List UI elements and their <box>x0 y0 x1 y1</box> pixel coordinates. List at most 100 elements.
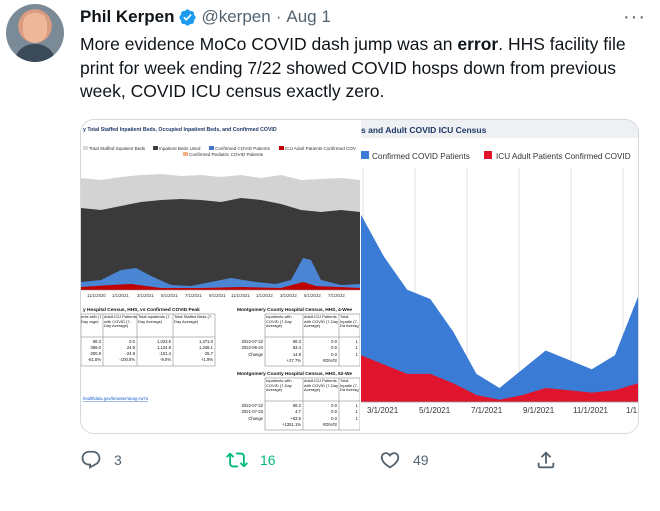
right-x-tick: 3/1/2021 <box>367 406 399 415</box>
right-x-tick: 9/1/2021 <box>523 406 555 415</box>
table2-header: Adult ICU Patients with COVID (7-Day Ave… <box>304 315 339 329</box>
table1-title: y Hospital Census, HHS, vs Confirmed COV… <box>83 307 200 313</box>
left-x-tick: 3/1/2022 <box>280 293 297 298</box>
source-link[interactable]: healthdata.gov/browser/anag-cw7u <box>83 396 149 401</box>
left-legend-item: Confirmed COVID Patients <box>215 146 271 151</box>
left-x-tick: 5/1/2021 <box>161 293 178 298</box>
left-x-tick: 5/1/2022 <box>304 293 321 298</box>
tweet-text-bold: error <box>457 34 499 54</box>
legend-label-icu: ICU Adult Patients Confirmed COVID <box>496 152 631 161</box>
table1-cell: -24.9 <box>125 351 135 356</box>
share-button[interactable] <box>535 449 557 471</box>
table2-cell: 1 <box>356 339 359 344</box>
avatar-shirt <box>14 44 56 62</box>
table1-cell: -9.0% <box>160 357 171 362</box>
table1-header: ents with (7-Day rage) <box>81 315 103 324</box>
table3-cell: 0.0 <box>331 416 337 421</box>
table1-cell: +1.9% <box>201 357 213 362</box>
table3-cell: Change <box>248 416 263 421</box>
inpatient-beds-used-area <box>81 198 360 290</box>
table1-cell: 1,023.5 <box>157 339 172 344</box>
table1-cell: 1,124.8 <box>157 345 172 350</box>
retweet-icon <box>226 449 248 471</box>
table1-cell: 369.0 <box>91 345 102 350</box>
table3-cell: #DIV/0! <box>323 422 337 427</box>
like-button[interactable]: 49 <box>379 449 429 471</box>
legend-swatch-confirmed <box>361 151 369 159</box>
table1-cell: 24.9 <box>127 345 136 350</box>
icu-covid-area <box>81 282 360 290</box>
left-x-tick: 1/1/2021 <box>112 293 129 298</box>
tweet-actions: 3 16 49 <box>80 449 560 473</box>
retweet-count: 16 <box>260 452 276 468</box>
media-image-right[interactable]: s and Adult COVID ICU Census Confirmed C… <box>361 120 638 433</box>
right-x-tick: 5/1/2021 <box>419 406 451 415</box>
author-name[interactable]: Phil Kerpen <box>80 7 175 26</box>
census-table-3: Montgomery County Hospital Census, HHS, … <box>237 371 360 431</box>
census-table-1: y Hospital Census, HHS, vs Confirmed COV… <box>81 307 216 367</box>
more-icon[interactable]: ··· <box>623 6 646 28</box>
tweet-media[interactable]: y Total Staffed Inpatient Beds, Occupied… <box>80 119 639 434</box>
separator-dot: · <box>275 7 282 26</box>
table3-header: Total Inpatie (7-Da Averag <box>340 379 359 393</box>
heart-icon <box>379 449 401 471</box>
left-x-tick: 7/1/2022 <box>328 293 345 298</box>
table2-cell: 0.0 <box>331 352 337 357</box>
left-legend-item: Inpatient Beds Used <box>159 146 201 151</box>
verified-badge-icon <box>178 8 197 27</box>
table3-cell: 4.7 <box>295 409 301 414</box>
table1-cell: 68.3 <box>93 339 102 344</box>
table2-cell: 1 <box>356 352 359 357</box>
table3-header: Inpatients with COVID (7-Day Average) <box>266 379 292 393</box>
icu-covid-area <box>361 355 638 402</box>
media-image-left[interactable]: y Total Staffed Inpatient Beds, Occupied… <box>81 120 360 433</box>
table2-cell: 2022-07-22 <box>242 339 264 344</box>
left-chart-title: y Total Staffed Inpatient Beds, Occupied… <box>83 127 277 133</box>
table1-cell: 0.0 <box>129 339 135 344</box>
left-x-tick: 9/1/2021 <box>209 293 226 298</box>
right-x-ticks: 3/1/2021 5/1/2021 7/1/2021 9/1/2021 11/1… <box>367 406 638 415</box>
table3-cell: 0.0 <box>331 403 337 408</box>
share-icon <box>535 449 557 471</box>
table2-cell: 68.3 <box>293 339 302 344</box>
tweet-date[interactable]: Aug 1 <box>286 7 331 26</box>
table2-cell: 2022-06-24 <box>242 345 264 350</box>
table3-cell: 1 <box>356 409 359 414</box>
census-table-2: Montgomery County Hospital Census, HHS, … <box>237 307 360 367</box>
table3-cell: 1 <box>356 416 359 421</box>
table2-cell: Change <box>248 352 263 357</box>
table2-cell: +27.7% <box>287 358 302 363</box>
table3-title: Montgomery County Hospital Census, HHS, … <box>237 371 352 377</box>
table3-header: Adult ICU Patients with COVID (7-Day Ave… <box>304 379 339 393</box>
table2-cell: 1 <box>356 345 359 350</box>
table1-cell: -300.9 <box>89 351 102 356</box>
table3-cell: 0.0 <box>331 409 337 414</box>
left-legend-item: Total Staffed Inpatient Beds <box>89 146 146 151</box>
left-x-tick: 3/1/2021 <box>137 293 154 298</box>
legend-swatch-icu <box>484 151 492 159</box>
reply-button[interactable]: 3 <box>80 449 122 471</box>
author-handle[interactable]: @kerpen <box>201 7 271 26</box>
right-legend: Confirmed COVID Patients ICU Adult Patie… <box>361 151 631 161</box>
left-x-tick: 1/1/2022 <box>256 293 273 298</box>
tweet-header: Phil Kerpen @kerpen · Aug 1 <box>80 6 650 28</box>
table2-cell: #DIV/0! <box>323 358 337 363</box>
like-count: 49 <box>413 452 429 468</box>
right-x-tick: 1/1 <box>626 406 638 415</box>
retweet-button[interactable]: 16 <box>226 449 276 471</box>
table1-header: Adult ICU Patients with COVID (7-Day Ave… <box>104 315 137 329</box>
avatar[interactable] <box>6 4 64 62</box>
table1-cell: 25.7 <box>205 351 214 356</box>
left-chart-plot <box>81 174 360 291</box>
left-x-ticks: 11/1/2020 1/1/2021 3/1/2021 5/1/2021 7/1… <box>87 293 345 298</box>
right-x-tick: 11/1/2021 <box>573 406 609 415</box>
left-legend-item: ICU Adult Patients Confirmed COV <box>285 146 357 151</box>
avatar-face <box>23 13 47 43</box>
tweet-text-part2: . HHS facility file print for week endin… <box>80 34 626 101</box>
confirmed-covid-area <box>361 214 638 402</box>
table2-cell: 0.0 <box>331 345 337 350</box>
table2-cell: 0.0 <box>331 339 337 344</box>
table2-header: Inpatients with COVID (7-Day Average) <box>266 315 292 329</box>
left-x-tick: 7/1/2021 <box>185 293 202 298</box>
table3-cell: +1351.1% <box>282 422 301 427</box>
